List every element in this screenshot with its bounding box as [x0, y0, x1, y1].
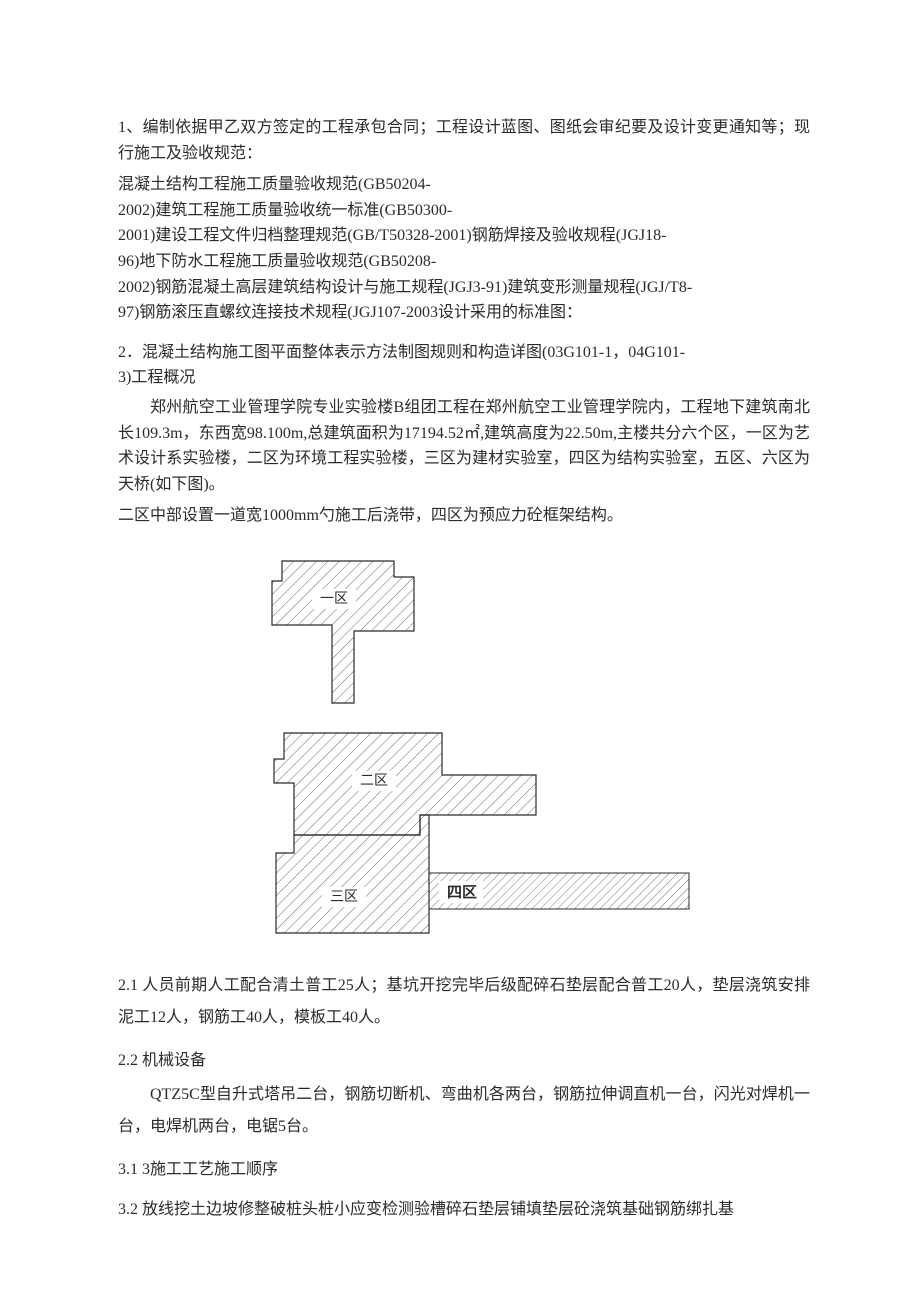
spec-line-6: 97)钢筋滚压直螺纹连接技术规程(JGJ107-2003设计采用的标准图：	[118, 300, 810, 326]
section-2-2-heading: 2.2 机械设备	[118, 1048, 810, 1074]
section-2-line-2: 3)工程概况	[118, 365, 810, 391]
section-2-1: 2.1 人员前期人工配合清土普工25人；基坑开挖完毕后级配碎石垫层配合普工20人…	[118, 970, 810, 1034]
spec-line-3: 2001)建设工程文件归档整理规范(GB/T50328-2001)钢筋焊接及验收…	[118, 223, 810, 249]
spec-line-5: 2002)钢筋混凝土高层建筑结构设计与施工规程(JGJ3-91)建筑变形测量规程…	[118, 275, 810, 301]
zone-1-label: 一区	[320, 591, 348, 607]
zone-3-label: 三区	[330, 889, 358, 905]
section-3-2: 3.2 放线挖土边坡修整破桩头桩小应变检测验槽碎石垫层铺填垫层砼浇筑基础钢筋绑扎…	[118, 1197, 810, 1223]
spec-line-2: 2002)建筑工程施工质量验收统一标准(GB50300-	[118, 198, 810, 224]
zone-2-label: 二区	[360, 773, 388, 789]
section-2-line-1: 2．混凝土结构施工图平面整体表示方法制图规则和构造详图(03G101-1，04G…	[118, 340, 810, 366]
zone-1-shape	[272, 561, 414, 703]
zone-diagram-wrap: 一区 二区 三区 四区	[118, 553, 810, 952]
zone-diagram: 一区 二区 三区 四区	[234, 553, 694, 943]
spec-line-4: 96)地下防水工程施工质量验收规范(GB50208-	[118, 249, 810, 275]
post-cast-strip-para: 二区中部设置一道宽1000mm勺施工后浇带，四区为预应力砼框架结构。	[118, 503, 810, 529]
paragraph-1: 1、编制依据甲乙双方签定的工程承包合同；工程设计蓝图、图纸会审纪要及设计变更通知…	[118, 115, 810, 166]
section-3-1: 3.1 3施工工艺施工顺序	[118, 1157, 810, 1183]
spec-line-1: 混凝土结构工程施工质量验收规范(GB50204-	[118, 172, 810, 198]
section-2-2-body: QTZ5C型自升式塔吊二台，钢筋切断机、弯曲机各两台，钢筋拉伸调直机一台，闪光对…	[118, 1079, 810, 1143]
zone-2-shape	[274, 733, 536, 835]
zone-4-label: 四区	[447, 884, 477, 901]
project-overview-para: 郑州航空工业管理学院专业实验楼B组团工程在郑州航空工业管理学院内，工程地下建筑南…	[118, 395, 810, 497]
